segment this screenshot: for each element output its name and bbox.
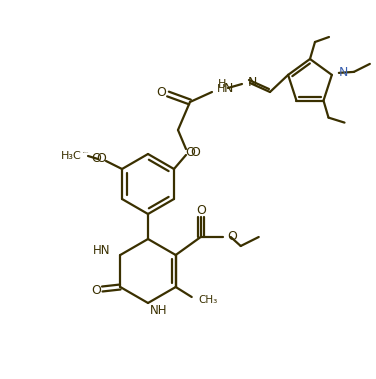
Text: O: O (196, 204, 206, 216)
Text: O: O (96, 152, 106, 164)
Text: O: O (91, 285, 101, 298)
Text: methoxy: methoxy (83, 151, 89, 153)
Text: O: O (91, 152, 101, 164)
Text: N: N (248, 75, 257, 89)
Text: H₃C: H₃C (61, 151, 82, 161)
Text: O: O (228, 230, 238, 243)
Text: N: N (224, 83, 233, 96)
Text: HN: HN (93, 243, 110, 257)
Text: H: H (217, 84, 225, 94)
Text: O: O (190, 146, 200, 158)
Text: H: H (218, 79, 226, 89)
Text: CH₃: CH₃ (199, 295, 218, 305)
Text: NH: NH (150, 304, 167, 318)
Text: O: O (156, 86, 166, 100)
Text: O: O (185, 146, 195, 158)
Text: N: N (339, 66, 348, 79)
